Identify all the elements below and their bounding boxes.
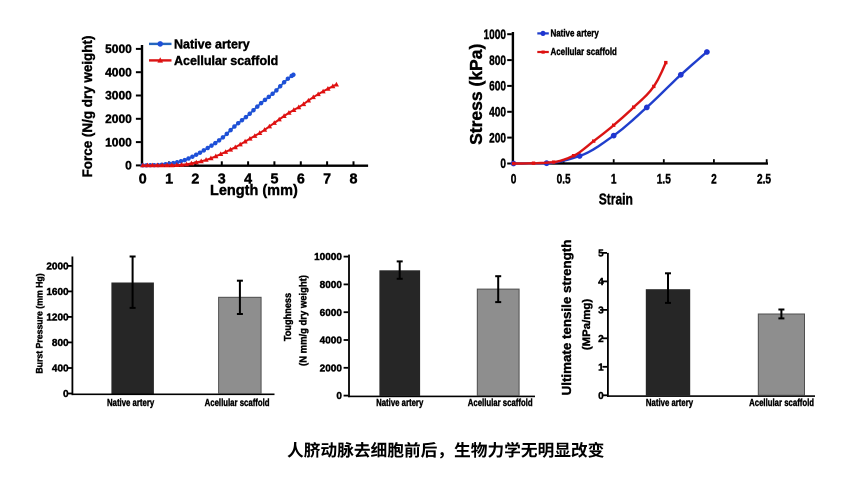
svg-text:2: 2	[711, 171, 717, 187]
svg-text:Burst Pressure (mm Hg): Burst Pressure (mm Hg)	[34, 273, 44, 373]
svg-text:4000: 4000	[105, 65, 132, 79]
svg-text:Native artery: Native artery	[376, 397, 423, 408]
svg-text:1000: 1000	[105, 135, 132, 149]
svg-text:Acellular scaffold: Acellular scaffold	[205, 397, 270, 408]
svg-text:1: 1	[598, 362, 604, 373]
svg-text:5: 5	[270, 171, 278, 187]
svg-text:Strain: Strain	[599, 190, 633, 208]
svg-text:Native artery: Native artery	[646, 397, 693, 408]
svg-text:10000: 10000	[314, 252, 342, 263]
svg-text:1000: 1000	[483, 26, 506, 42]
svg-text:1: 1	[165, 171, 173, 187]
svg-text:5000: 5000	[105, 42, 132, 56]
svg-text:8000: 8000	[320, 280, 343, 291]
svg-text:2: 2	[598, 334, 604, 345]
svg-text:3: 3	[218, 171, 226, 187]
svg-text:2: 2	[191, 171, 199, 187]
svg-text:2000: 2000	[105, 112, 132, 126]
svg-text:3: 3	[598, 305, 604, 316]
svg-text:Ultimate tensile strength: Ultimate tensile strength	[559, 240, 574, 396]
svg-text:Acellular scaffold: Acellular scaffold	[174, 54, 278, 68]
svg-text:Toughness: Toughness	[283, 293, 294, 341]
svg-text:0: 0	[139, 171, 147, 187]
svg-text:Stress (kPa): Stress (kPa)	[466, 44, 486, 145]
svg-text:Acellular scaffold: Acellular scaffold	[551, 46, 618, 57]
svg-text:Native artery: Native artery	[551, 28, 600, 39]
svg-text:0: 0	[125, 159, 132, 173]
svg-text:Acellular scaffold: Acellular scaffold	[749, 397, 814, 408]
svg-text:0: 0	[63, 389, 69, 400]
svg-text:6: 6	[297, 171, 305, 187]
svg-text:Force (N/g dry weight): Force (N/g dry weight)	[80, 36, 95, 178]
svg-text:0: 0	[336, 391, 342, 402]
svg-text:0.5: 0.5	[557, 171, 571, 187]
svg-text:1: 1	[611, 171, 617, 187]
svg-text:0: 0	[500, 156, 506, 172]
svg-text:1.5: 1.5	[657, 171, 671, 187]
svg-text:6000: 6000	[320, 308, 343, 319]
svg-text:400: 400	[52, 364, 69, 375]
svg-text:5: 5	[598, 249, 604, 260]
svg-text:0: 0	[598, 391, 604, 402]
svg-text:Native artery: Native artery	[174, 37, 250, 51]
svg-text:(MPa/mg): (MPa/mg)	[581, 299, 593, 350]
svg-text:Native artery: Native artery	[107, 397, 154, 408]
svg-text:3000: 3000	[105, 89, 132, 103]
svg-text:4000: 4000	[320, 336, 343, 347]
svg-text:8: 8	[350, 171, 358, 187]
svg-text:2000: 2000	[320, 363, 343, 374]
svg-text:4: 4	[244, 171, 252, 187]
svg-text:600: 600	[489, 78, 506, 94]
svg-text:4: 4	[598, 277, 604, 288]
svg-text:Acellular scaffold: Acellular scaffold	[468, 397, 533, 408]
svg-text:800: 800	[52, 338, 69, 349]
svg-text:7: 7	[323, 171, 331, 187]
svg-text:200: 200	[489, 130, 506, 146]
svg-text:2000: 2000	[46, 261, 69, 272]
svg-text:800: 800	[489, 52, 506, 68]
svg-text:1600: 1600	[46, 287, 69, 298]
svg-text:0: 0	[511, 171, 517, 187]
svg-text:2.5: 2.5	[757, 171, 771, 187]
svg-text:400: 400	[489, 104, 506, 120]
svg-text:(N mm/g dry weight): (N mm/g dry weight)	[298, 275, 310, 366]
svg-text:1200: 1200	[46, 313, 69, 324]
svg-text:Length (mm): Length (mm)	[210, 183, 298, 199]
